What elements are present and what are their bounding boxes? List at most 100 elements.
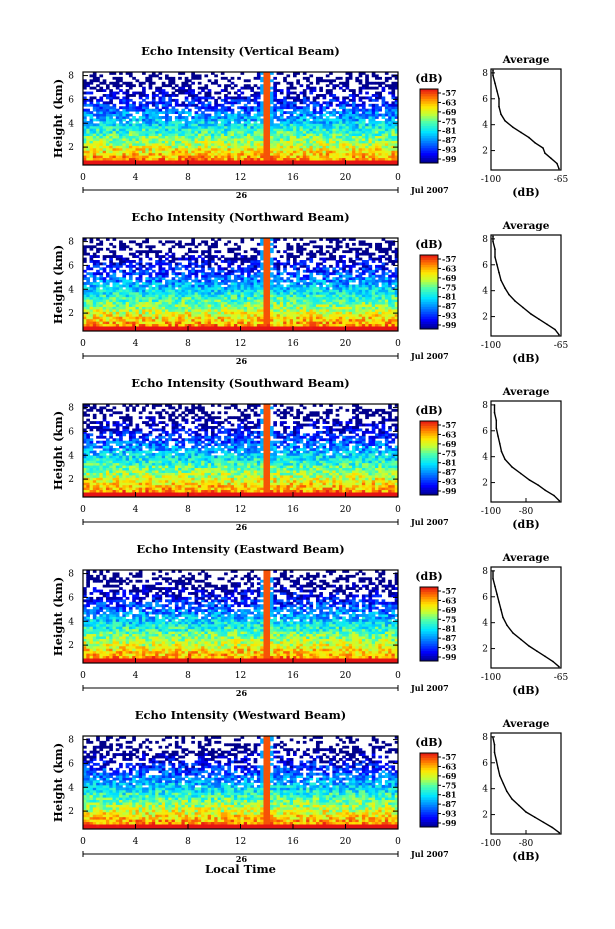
- heatmap-cell: [375, 94, 379, 97]
- heatmap-cell: [194, 306, 199, 310]
- heatmap-cell: [247, 279, 251, 283]
- heatmap-cell: [361, 108, 366, 112]
- heatmap-cell: [371, 308, 376, 312]
- heatmap-cell: [309, 120, 314, 124]
- heatmap-cell: [151, 328, 156, 332]
- heatmap-cell: [115, 125, 120, 129]
- heatmap-cell: [92, 316, 97, 320]
- heatmap-cell: [119, 128, 123, 132]
- heatmap-cell: [283, 289, 287, 293]
- heatmap-cell: [142, 91, 146, 95]
- heatmap-cell: [119, 328, 123, 332]
- heatmap-cell: [329, 157, 333, 161]
- heatmap-cell: [375, 140, 379, 144]
- heatmap-cell: [115, 284, 120, 288]
- heatmap-cell: [214, 142, 218, 146]
- heatmap-cell: [109, 147, 113, 151]
- heatmap-cell: [388, 311, 392, 315]
- heatmap-cell: [188, 294, 192, 298]
- heatmap-cell: [368, 111, 373, 115]
- heatmap-cell: [122, 147, 127, 151]
- heatmap-cell: [312, 133, 317, 137]
- heatmap-cell: [315, 316, 320, 320]
- heatmap-cell: [260, 79, 264, 83]
- heatmap-cell: [227, 316, 232, 320]
- heatmap-cell: [279, 111, 284, 115]
- heatmap-cell: [394, 147, 399, 151]
- heatmap-cell: [365, 123, 369, 127]
- heatmap-cell: [348, 162, 353, 166]
- heatmap-cell: [99, 81, 104, 85]
- heatmap-cell: [256, 294, 261, 298]
- heatmap-cell: [188, 155, 192, 159]
- heatmap-cell: [365, 313, 369, 317]
- heatmap-cell: [184, 304, 189, 307]
- heatmap-cell: [220, 145, 225, 149]
- heatmap-cell: [361, 135, 366, 139]
- heatmap-cell: [273, 279, 277, 283]
- heatmap-cell: [368, 313, 373, 317]
- heatmap-cell: [345, 135, 350, 139]
- heatmap-cell: [184, 162, 189, 166]
- heatmap-cell: [365, 96, 369, 100]
- heatmap-cell: [325, 106, 330, 110]
- heatmap-cell: [250, 277, 255, 281]
- heatmap-cell: [260, 313, 264, 317]
- heatmap-cell: [188, 84, 192, 88]
- heatmap-cell: [210, 160, 215, 163]
- heatmap-cell: [194, 147, 199, 151]
- heatmap-cell: [102, 301, 107, 305]
- heatmap-cell: [371, 74, 376, 78]
- heatmap-cell: [178, 155, 182, 159]
- heatmap-cell: [142, 294, 146, 298]
- heatmap-cell: [201, 306, 205, 310]
- heatmap-cell: [135, 145, 140, 149]
- heatmap-cell: [109, 101, 113, 105]
- heatmap-cell: [204, 138, 209, 141]
- heatmap-cell: [227, 277, 232, 281]
- heatmap-cell: [329, 313, 333, 317]
- heatmap-cell: [102, 277, 107, 281]
- heatmap-cell: [240, 116, 245, 119]
- heatmap-cell: [371, 103, 376, 107]
- heatmap-cell: [289, 284, 294, 288]
- heatmap-cell: [181, 304, 186, 307]
- colorbar-swatch: [420, 116, 438, 119]
- heatmap-cell: [237, 321, 241, 325]
- heatmap-cell: [342, 113, 346, 117]
- heatmap-cell: [375, 299, 379, 303]
- heatmap-cell: [145, 282, 150, 285]
- heatmap-cell: [279, 103, 284, 107]
- heatmap-cell: [204, 296, 209, 300]
- heatmap-cell: [99, 74, 104, 78]
- heatmap-cell: [125, 282, 130, 285]
- heatmap-cell: [279, 299, 284, 303]
- heatmap-cell: [220, 140, 225, 144]
- heatmap-cell: [358, 318, 363, 322]
- heatmap-cell: [89, 284, 94, 288]
- heatmap-cell: [105, 118, 110, 122]
- heatmap-cell: [151, 98, 156, 102]
- heatmap-cell: [92, 138, 97, 141]
- heatmap-cell: [158, 138, 163, 141]
- heatmap-cell: [142, 89, 146, 92]
- heatmap-cell: [181, 157, 186, 161]
- heatmap-cell: [263, 125, 268, 129]
- heatmap-cell: [204, 304, 209, 307]
- colorbar-swatch: [420, 140, 438, 144]
- heatmap-cell: [227, 96, 232, 100]
- heatmap-cell: [151, 81, 156, 85]
- heatmap-cell: [243, 279, 248, 283]
- heatmap-cell: [299, 289, 304, 293]
- heatmap-cell: [165, 313, 169, 317]
- heatmap-cell: [122, 311, 127, 315]
- heatmap-cell: [325, 304, 330, 307]
- heatmap-cell: [96, 76, 100, 80]
- heatmap-cell: [230, 116, 235, 119]
- heatmap-cell: [224, 142, 228, 146]
- heatmap-cell: [342, 81, 346, 85]
- heatmap-cell: [83, 284, 87, 288]
- heatmap-cell: [338, 313, 343, 317]
- heatmap-cell: [204, 284, 209, 288]
- heatmap-cell: [109, 111, 113, 115]
